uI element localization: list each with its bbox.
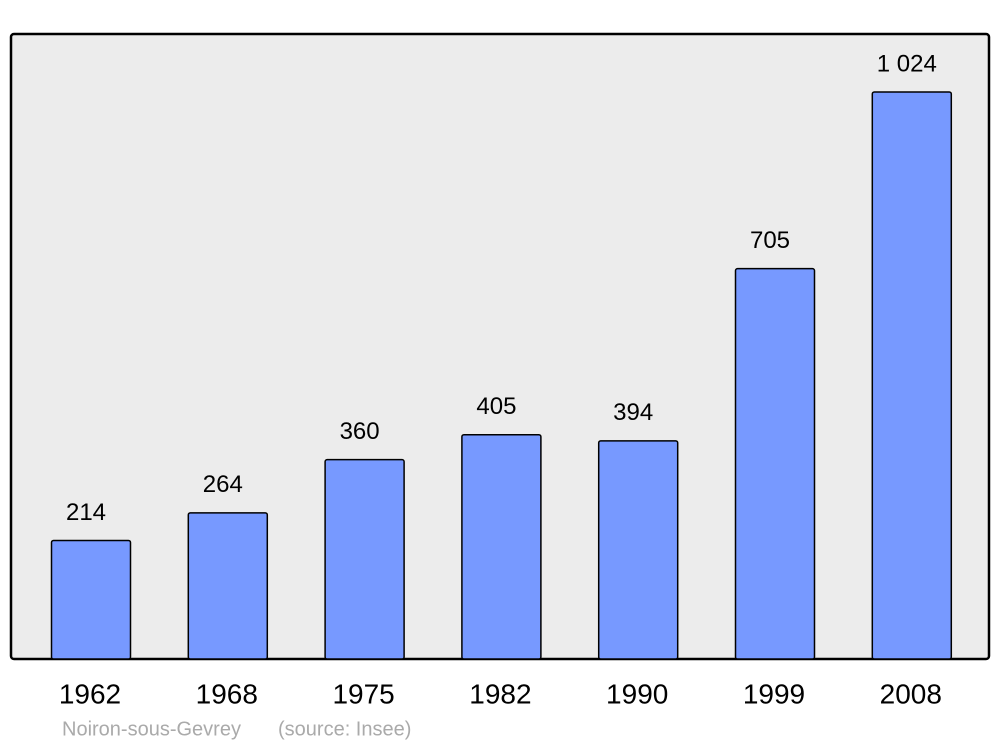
value-label: 405 bbox=[476, 393, 516, 420]
value-label: 264 bbox=[203, 471, 243, 498]
x-tick-label: 1962 bbox=[59, 678, 121, 709]
x-tick-label: 2008 bbox=[880, 678, 942, 709]
bar bbox=[324, 458, 405, 660]
x-tick-label: 1982 bbox=[469, 678, 531, 709]
bar bbox=[734, 267, 816, 660]
value-label: 705 bbox=[750, 227, 790, 254]
place-name: Noiron-sous-Gevrey bbox=[62, 718, 241, 740]
value-label: 214 bbox=[66, 499, 106, 526]
x-tick-label: 1968 bbox=[196, 678, 258, 709]
x-tick-label: 1990 bbox=[606, 678, 668, 709]
x-tick-label: 1975 bbox=[332, 678, 394, 709]
x-tick-label: 1999 bbox=[743, 678, 805, 709]
bar bbox=[871, 91, 953, 660]
bar bbox=[597, 440, 679, 660]
value-label: 1 024 bbox=[877, 50, 937, 77]
value-label: 394 bbox=[613, 399, 653, 426]
source-note: (source: Insee) bbox=[278, 718, 411, 740]
bar bbox=[187, 512, 269, 660]
bar bbox=[461, 433, 542, 660]
value-label: 360 bbox=[340, 418, 380, 445]
bar bbox=[50, 539, 132, 660]
